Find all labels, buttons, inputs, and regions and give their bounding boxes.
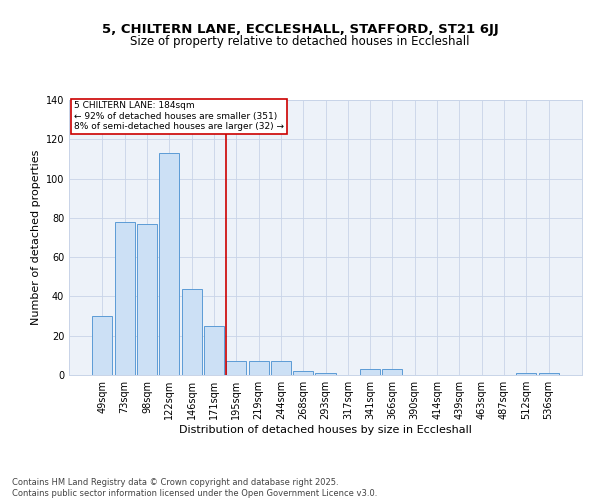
- Text: 5, CHILTERN LANE, ECCLESHALL, STAFFORD, ST21 6JJ: 5, CHILTERN LANE, ECCLESHALL, STAFFORD, …: [101, 22, 499, 36]
- Bar: [92, 316, 112, 375]
- Bar: [204, 326, 224, 375]
- X-axis label: Distribution of detached houses by size in Eccleshall: Distribution of detached houses by size …: [179, 425, 472, 435]
- Y-axis label: Number of detached properties: Number of detached properties: [31, 150, 41, 325]
- Bar: [137, 224, 157, 375]
- Bar: [159, 153, 179, 375]
- Text: Contains HM Land Registry data © Crown copyright and database right 2025.
Contai: Contains HM Land Registry data © Crown c…: [12, 478, 377, 498]
- Text: 5 CHILTERN LANE: 184sqm
← 92% of detached houses are smaller (351)
8% of semi-de: 5 CHILTERN LANE: 184sqm ← 92% of detache…: [74, 102, 284, 131]
- Bar: [293, 371, 313, 375]
- Bar: [115, 222, 135, 375]
- Bar: [182, 288, 202, 375]
- Bar: [226, 361, 246, 375]
- Bar: [539, 373, 559, 375]
- Bar: [271, 361, 291, 375]
- Bar: [360, 369, 380, 375]
- Text: Size of property relative to detached houses in Eccleshall: Size of property relative to detached ho…: [130, 35, 470, 48]
- Bar: [248, 361, 269, 375]
- Bar: [316, 373, 335, 375]
- Bar: [516, 373, 536, 375]
- Bar: [382, 369, 403, 375]
